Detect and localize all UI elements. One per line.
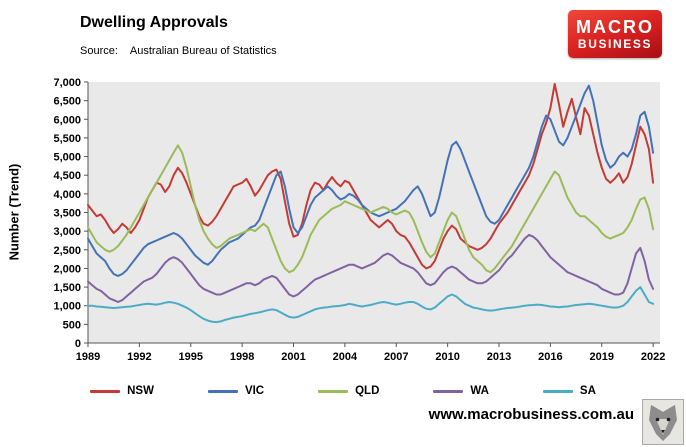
logo-business-text: BUSINESS bbox=[577, 36, 653, 51]
macrobusiness-logo: MACRO BUSINESS bbox=[568, 10, 662, 58]
svg-text:1998: 1998 bbox=[230, 351, 254, 363]
wolf-icon bbox=[643, 400, 683, 444]
svg-text:6,000: 6,000 bbox=[53, 114, 81, 126]
svg-text:1995: 1995 bbox=[179, 351, 203, 363]
legend-item-qld: QLD bbox=[318, 385, 379, 397]
svg-text:2004: 2004 bbox=[333, 351, 358, 363]
legend-item-nsw: NSW bbox=[90, 385, 154, 397]
svg-text:1,000: 1,000 bbox=[53, 301, 81, 313]
svg-text:3,000: 3,000 bbox=[53, 226, 81, 238]
svg-text:2001: 2001 bbox=[281, 351, 305, 363]
legend-swatch-vic bbox=[207, 389, 238, 393]
chart-title: Dwelling Approvals bbox=[80, 14, 228, 31]
legend-label-nsw: NSW bbox=[127, 385, 154, 397]
legend-swatch-sa bbox=[542, 389, 573, 393]
logo-macro-text: MACRO bbox=[576, 16, 654, 37]
website-url: www.macrobusiness.com.au bbox=[428, 406, 634, 423]
svg-text:2016: 2016 bbox=[538, 351, 562, 363]
svg-text:2007: 2007 bbox=[384, 351, 408, 363]
legend-label-qld: QLD bbox=[355, 385, 380, 397]
source-label: Source: bbox=[80, 45, 118, 57]
legend-label-vic: VIC bbox=[244, 385, 265, 397]
legend-item-sa: SA bbox=[542, 385, 596, 397]
svg-text:7,000: 7,000 bbox=[53, 77, 81, 89]
legend-item-vic: VIC bbox=[207, 385, 265, 397]
svg-text:4,000: 4,000 bbox=[53, 189, 81, 201]
line-chart: 0 500 1,000 1,500 2,000 2,500 3,000 3,500 4,000 4… bbox=[53, 77, 665, 363]
wolf-logo bbox=[642, 399, 684, 445]
svg-text:0: 0 bbox=[75, 338, 81, 350]
svg-text:2019: 2019 bbox=[590, 351, 614, 363]
legend-label-wa: WA bbox=[470, 385, 489, 397]
y-axis-title: Number (Trend) bbox=[6, 163, 22, 261]
svg-text:2022: 2022 bbox=[641, 351, 665, 363]
svg-text:500: 500 bbox=[63, 319, 81, 331]
legend-item-wa: WA bbox=[433, 385, 489, 397]
legend-swatch-wa bbox=[433, 389, 464, 393]
svg-text:2,000: 2,000 bbox=[53, 263, 81, 275]
svg-text:6,500: 6,500 bbox=[53, 96, 81, 108]
svg-text:3,500: 3,500 bbox=[53, 208, 81, 220]
svg-text:1,500: 1,500 bbox=[53, 282, 81, 294]
source-value: Australian Bureau of Statistics bbox=[129, 45, 277, 57]
chart-legend: NSW VIC QLD WA SA bbox=[0, 385, 686, 397]
chart-source: Source: Australian Bureau of Statistics bbox=[80, 45, 277, 57]
svg-text:2,500: 2,500 bbox=[53, 245, 81, 257]
svg-text:5,500: 5,500 bbox=[53, 133, 81, 145]
legend-label-sa: SA bbox=[579, 385, 596, 397]
svg-text:4,500: 4,500 bbox=[53, 170, 81, 182]
legend-swatch-nsw bbox=[90, 389, 121, 393]
svg-text:2013: 2013 bbox=[487, 351, 511, 363]
legend-swatch-qld bbox=[318, 389, 349, 393]
svg-text:5,000: 5,000 bbox=[53, 152, 81, 164]
svg-text:2010: 2010 bbox=[435, 351, 459, 363]
svg-text:1989: 1989 bbox=[76, 351, 100, 363]
svg-text:1992: 1992 bbox=[127, 351, 151, 363]
